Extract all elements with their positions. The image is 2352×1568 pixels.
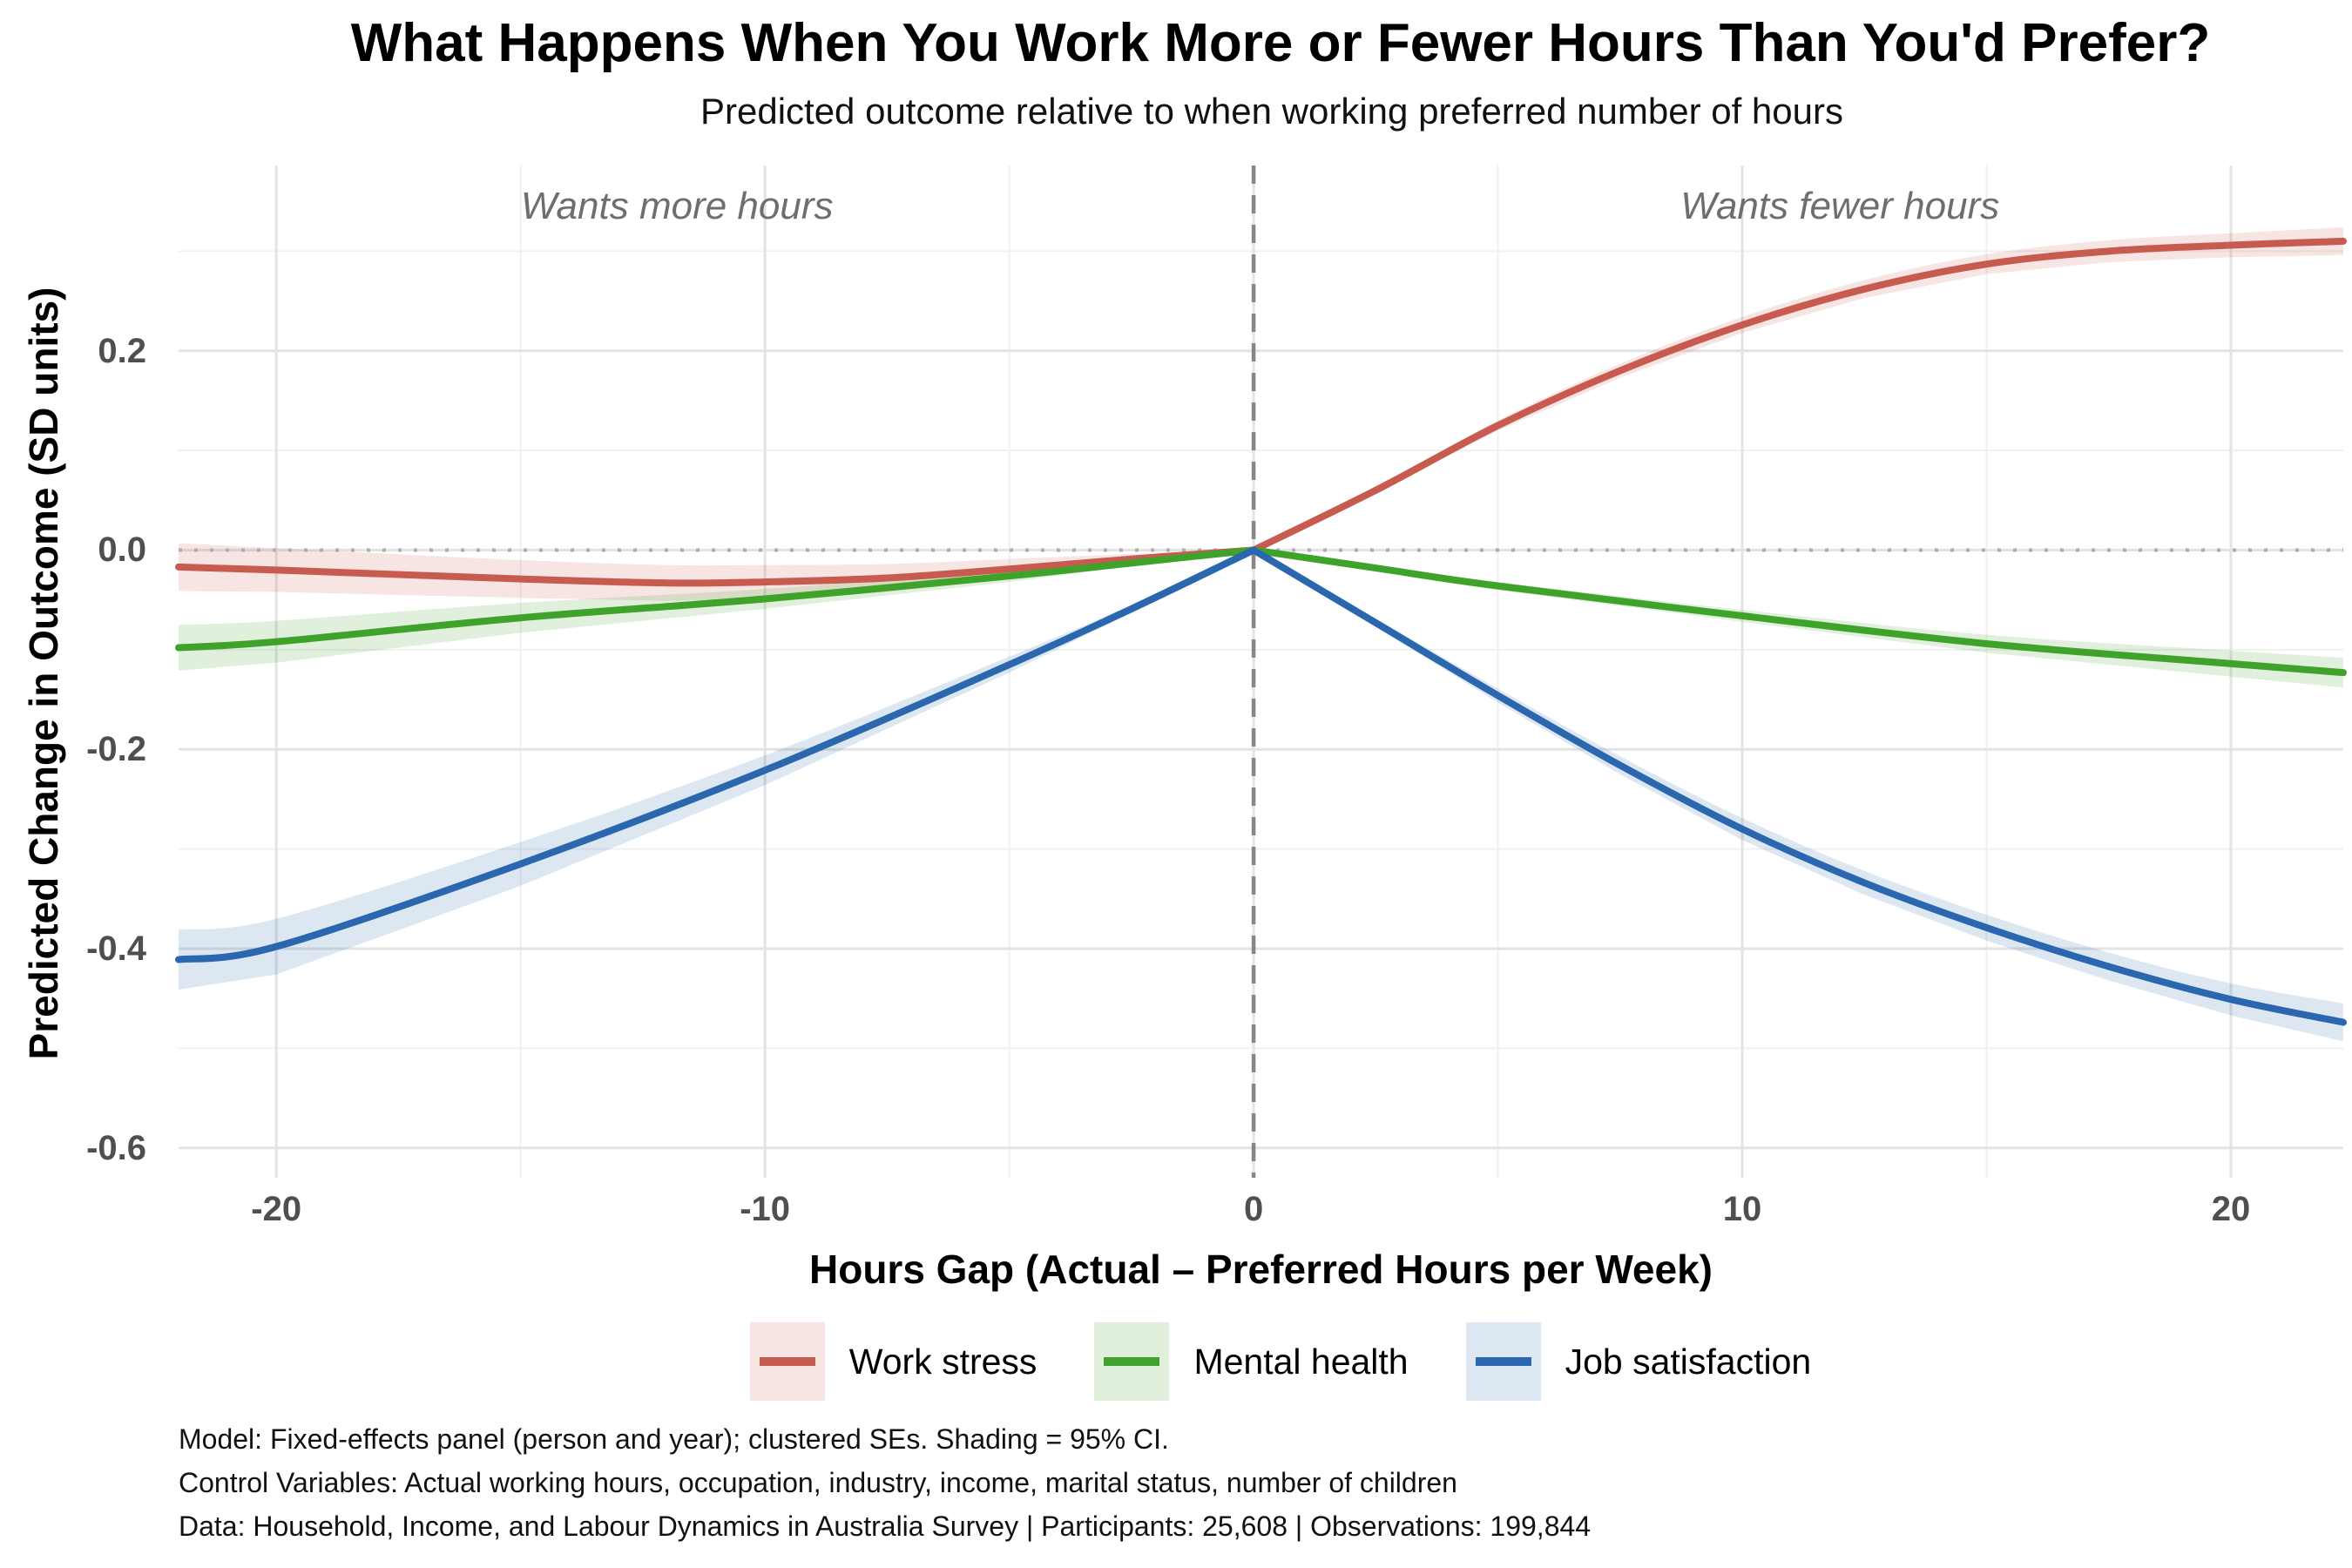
annotation-wants-more-hours: Wants more hours (520, 184, 834, 227)
legend-label: Mental health (1193, 1341, 1409, 1382)
footnote-model: Model: Fixed-effects panel (person and y… (179, 1423, 1169, 1455)
x-tick-label: 0 (1243, 1190, 1264, 1228)
legend-item-job-satisfaction: Job satisfaction (1465, 1322, 1812, 1401)
annotation-wants-fewer-hours: Wants fewer hours (1680, 184, 2000, 227)
x-tick-label: -10 (740, 1190, 791, 1228)
y-tick-label: 0.2 (98, 331, 146, 370)
ci-ribbon (179, 543, 1254, 601)
y-axis-title: Predicted Change in Outcome (SD units) (21, 287, 66, 1060)
legend-key-swatch (1094, 1322, 1170, 1401)
y-tick-label: -0.6 (86, 1128, 146, 1167)
legend-label: Work stress (848, 1341, 1037, 1382)
series-line-job-satisfaction (1250, 546, 2347, 1026)
ci-ribbon (179, 549, 1254, 990)
series-line-job-satisfaction (175, 546, 1258, 963)
series-line-work-stress (1250, 237, 2347, 554)
y-tick-label: -0.2 (86, 730, 146, 769)
legend-label: Job satisfaction (1565, 1341, 1812, 1382)
footnote-controls: Control Variables: Actual working hours,… (179, 1467, 1457, 1498)
series-line-mental-health (175, 546, 1258, 652)
series-line-work-stress (175, 546, 1258, 587)
x-tick-label: -20 (251, 1190, 302, 1228)
ci-ribbon (1254, 549, 2343, 688)
y-tick-label: -0.4 (86, 929, 146, 968)
chart-subtitle: Predicted outcome relative to when worki… (700, 91, 1843, 132)
x-tick-label: 10 (1722, 1190, 1762, 1228)
x-tick-label: 20 (2211, 1190, 2251, 1228)
x-axis-title: Hours Gap (Actual – Preferred Hours per … (809, 1247, 1713, 1292)
legend-key-swatch (749, 1322, 825, 1401)
legend-item-work-stress: Work stress (749, 1322, 1037, 1401)
ci-ribbon (1254, 549, 2343, 1042)
legend-key-line (759, 1357, 815, 1366)
legend-key-line (1104, 1357, 1160, 1366)
y-tick-label: 0.0 (98, 531, 146, 570)
footnote-data: Data: Household, Income, and Labour Dyna… (179, 1511, 1592, 1542)
legend-key-swatch (1465, 1322, 1541, 1401)
series-line-mental-health (1250, 546, 2347, 677)
legend: Work stress Mental health Job satisfaction (209, 1322, 2352, 1401)
ci-ribbon (1254, 226, 2343, 551)
legend-item-mental-health: Mental health (1094, 1322, 1409, 1401)
chart-title: What Happens When You Work More or Fewer… (350, 13, 2211, 73)
legend-key-line (1475, 1357, 1531, 1366)
